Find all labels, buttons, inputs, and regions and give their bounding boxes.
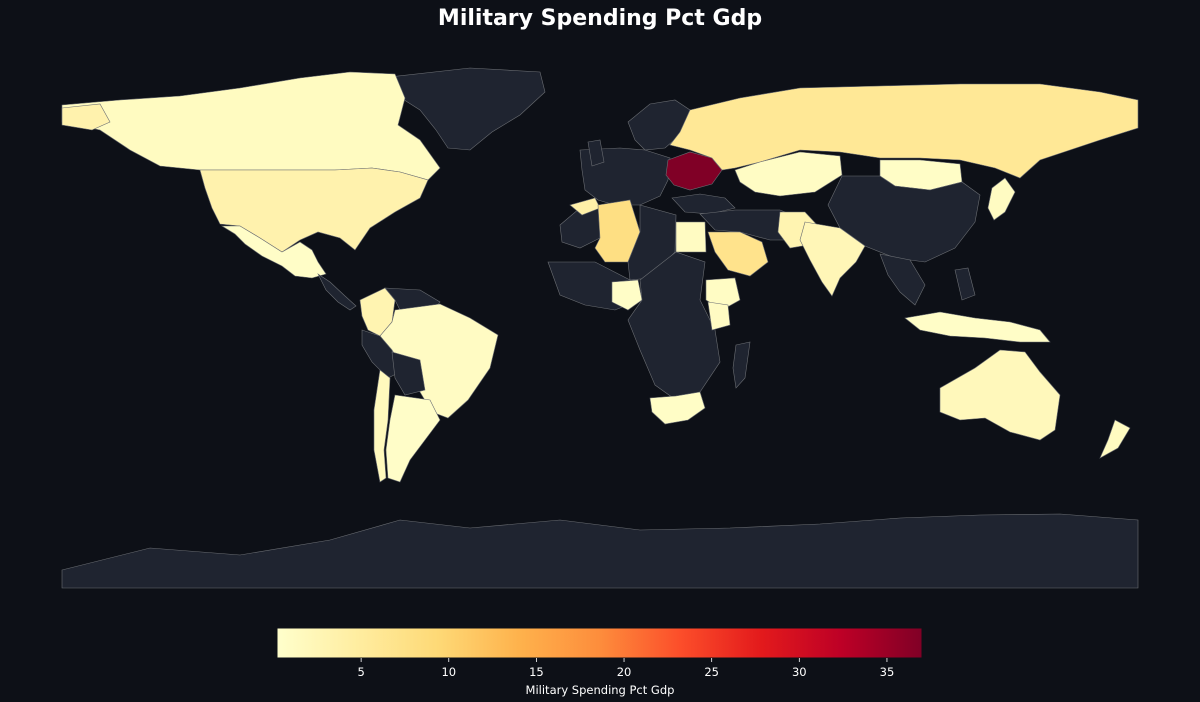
region-antarctica	[61, 513, 1139, 589]
region-philippines	[954, 267, 976, 301]
region-kazakhstan	[734, 151, 843, 197]
region-ethiopia	[705, 277, 741, 311]
colorbar-label: Military Spending Pct Gdp	[526, 683, 675, 697]
region-turkey	[671, 193, 736, 215]
colorbar-tick-label: 25	[704, 665, 719, 679]
region-saudi-arabia	[707, 231, 769, 277]
colorbar: 5 10 15 20 25 30 35 Military Spending Pct Gdp	[276, 627, 923, 697]
colorbar-tick-label: 30	[792, 665, 807, 679]
colorbar-tick-label: 10	[441, 665, 456, 679]
colorbar-ticks: 5 10 15 20 25 30 35	[357, 658, 894, 679]
land-layer	[61, 67, 1139, 589]
region-peru	[361, 329, 401, 379]
region-nigeria	[611, 279, 643, 311]
region-bolivia	[391, 351, 426, 396]
colorbar-tick-label: 35	[880, 665, 895, 679]
region-south-africa	[649, 391, 706, 425]
map-title: Military Spending Pct Gdp	[437, 6, 763, 31]
region-egypt	[675, 221, 707, 253]
region-chile	[373, 369, 391, 483]
region-central-america	[317, 273, 357, 311]
region-madagascar	[732, 341, 751, 389]
region-argentina	[385, 394, 441, 483]
region-japan	[987, 177, 1016, 221]
colorbar-tick-label: 20	[617, 665, 632, 679]
region-russia	[669, 83, 1139, 179]
region-uk	[587, 139, 605, 167]
region-indonesia	[904, 311, 1051, 343]
region-greenland	[379, 67, 546, 151]
region-india	[799, 221, 866, 297]
colorbar-bar	[276, 627, 923, 659]
region-alaska	[61, 103, 111, 131]
region-kenya	[707, 301, 731, 331]
region-ukraine	[665, 151, 723, 191]
colorbar-tick-label: 5	[357, 665, 364, 679]
region-algeria	[594, 199, 641, 263]
region-southeast-asia	[879, 253, 926, 306]
region-australia	[939, 349, 1061, 441]
region-united-states	[199, 167, 429, 253]
region-mexico	[220, 225, 327, 279]
colorbar-tick-label: 15	[529, 665, 544, 679]
region-new-zealand	[1099, 419, 1131, 459]
